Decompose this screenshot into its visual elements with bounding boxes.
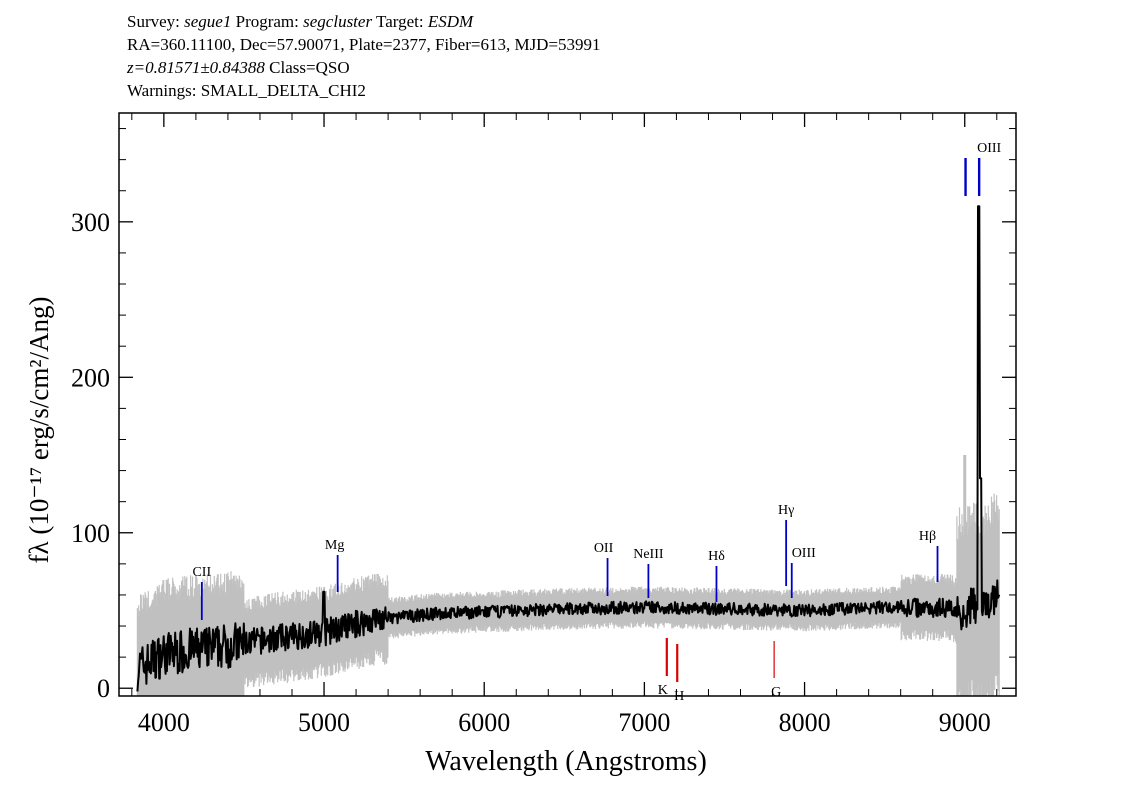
x-tick-label: 4000 [138, 708, 190, 737]
x-tick-label: 7000 [618, 708, 670, 737]
x-tick-label: 5000 [298, 708, 350, 737]
y-tick-label: 0 [97, 674, 110, 703]
emission-label-oiii-5007: OIII [977, 141, 1001, 156]
plot-area [136, 205, 1001, 696]
header-line-redshift: z=0.81571±0.84388 Class=QSO [127, 56, 927, 79]
class-value: Class=QSO [264, 58, 350, 77]
x-axis-label: Wavelength (Angstroms) [425, 746, 707, 777]
tick-labels: 4000 5000 6000 7000 8000 9000 0 100 200 300 [71, 208, 991, 737]
program-label: Program: [231, 12, 304, 31]
y-tick-label: 100 [71, 519, 110, 548]
header-line-survey: Survey: segue1 Program: segcluster Targe… [127, 10, 927, 33]
x-tick-label: 9000 [939, 708, 991, 737]
emission-label-neiii: NeIII [633, 547, 664, 562]
program-value: segcluster [303, 12, 373, 31]
header-line-coordinates: RA=360.11100, Dec=57.90071, Plate=2377, … [127, 35, 601, 54]
emission-label-hgamma: Hγ [778, 503, 794, 518]
survey-label: Survey: [127, 12, 185, 31]
y-tick-label: 300 [71, 208, 110, 237]
error-band [136, 455, 1000, 696]
absorption-label-k: K [658, 683, 668, 698]
header-line-warnings: Warnings: SMALL_DELTA_CHI2 [127, 81, 366, 100]
target-value: ESDM [427, 12, 474, 31]
y-axis-label: fλ (10⁻¹⁷ erg/s/cm²/Ang) [24, 297, 54, 564]
emission-label-cii: CII [192, 565, 211, 580]
spectrum-line [136, 205, 1001, 692]
x-tick-label: 6000 [458, 708, 510, 737]
error-spikes [136, 493, 1000, 696]
emission-label-hdelta: Hδ [708, 549, 725, 564]
emission-label-oiii: OIII [792, 546, 816, 561]
absorption-label-g: G [771, 685, 781, 700]
survey-value: segue1 [184, 12, 232, 31]
x-tick-label: 8000 [779, 708, 831, 737]
redshift-value: z=0.81571±0.84388 [127, 58, 265, 77]
y-tick-label: 200 [71, 363, 110, 392]
spectrum-header: Survey: segue1 Program: segcluster Targe… [127, 10, 927, 102]
emission-label-mg: Mg [325, 538, 344, 553]
emission-label-hbeta: Hβ [919, 529, 936, 544]
plot-frame [118, 112, 1017, 697]
emission-label-oii: OII [594, 541, 614, 556]
target-label: Target: [372, 12, 428, 31]
spectrum-layer [136, 205, 1001, 692]
